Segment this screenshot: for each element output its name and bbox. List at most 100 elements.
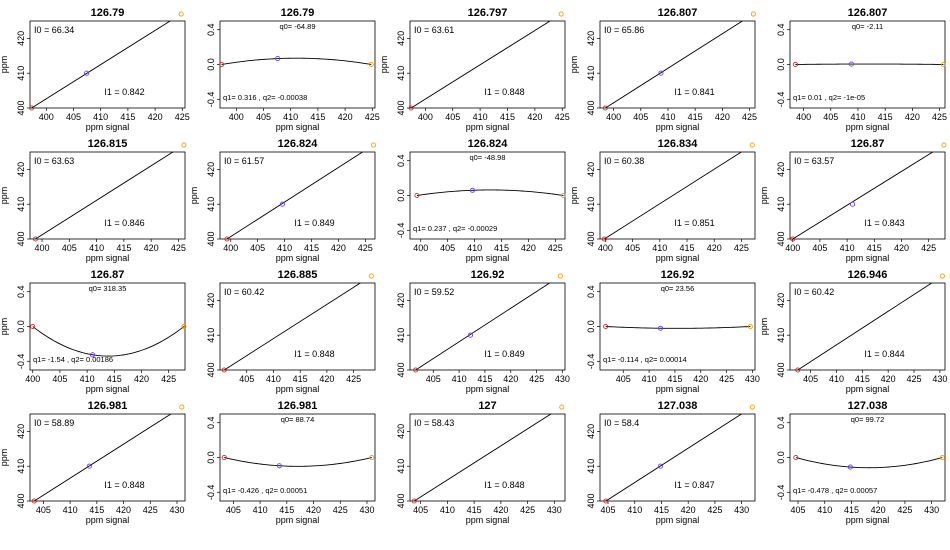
y-tick-label: 400 (396, 493, 406, 508)
x-tick-label: 410 (266, 374, 281, 384)
x-axis-label: ppm signal (466, 253, 510, 263)
y-tick-label: 420 (16, 424, 26, 439)
x-tick-label: 405 (812, 243, 827, 253)
y-tick-label: 0.0 (776, 58, 786, 71)
x-tick-label: 410 (283, 112, 298, 122)
x-axis-label: ppm signal (86, 253, 130, 263)
x-tick-label: 420 (715, 112, 730, 122)
y-axis-label: ppm (0, 449, 9, 467)
y-tick-label: 420 (586, 31, 596, 46)
x-tick-label: 425 (333, 505, 348, 515)
x-tick-label: 425 (932, 112, 947, 122)
x-axis-label: ppm signal (846, 253, 890, 263)
x-tick-label: 405 (66, 112, 81, 122)
y-axis-label: ppm (570, 56, 579, 74)
x-tick-label: 420 (116, 505, 131, 515)
y-tick-label: -0.4 (206, 92, 216, 108)
y-tick-label: 410 (776, 328, 786, 343)
x-tick-label: 405 (823, 112, 838, 122)
last-point (368, 273, 374, 279)
x-tick-label: 420 (148, 112, 163, 122)
x-tick-label: 425 (719, 374, 734, 384)
i1-annotation: I1 = 0.844 (864, 349, 904, 359)
y-tick-label: 410 (16, 197, 26, 212)
mid-point (467, 332, 473, 338)
y-tick-label: 0.0 (586, 320, 596, 333)
y-tick-label: 0.0 (776, 451, 786, 464)
panel-title: 126.981 (278, 400, 318, 412)
mid-point (469, 187, 475, 193)
panel-8: 126.824 400 405 410 415 420 425 -0.4 0.0 0.4 ppm s… (396, 138, 566, 263)
x-tick-label: 415 (688, 112, 703, 122)
x-tick-label: 405 (226, 505, 241, 515)
fit-line (416, 189, 564, 196)
y-axis-label: ppm (190, 187, 199, 205)
panel-title: 126.79 (91, 7, 125, 19)
mid-point (86, 463, 92, 469)
x-tick-label: 405 (413, 505, 428, 515)
x-tick-label: 425 (529, 374, 544, 384)
fit-line (224, 457, 372, 467)
x-tick-label: 400 (39, 112, 54, 122)
fit-line (791, 152, 934, 239)
first-point (30, 323, 36, 330)
x-axis-label: ppm signal (276, 122, 320, 132)
x-tick-label: 410 (452, 374, 467, 384)
plot-frame (219, 151, 376, 240)
y-tick-label: 420 (206, 293, 216, 308)
y-tick-label: 0.4 (776, 416, 786, 429)
last-point (941, 142, 947, 148)
x-tick-label: 410 (93, 112, 108, 122)
panel-11: 126.87 400 405 410 415 420 425 -0.4 0.0 0.4 ppm si… (0, 269, 187, 394)
last-point (558, 11, 564, 17)
x-axis-label: ppm signal (86, 515, 130, 525)
x-tick-label: 410 (660, 112, 675, 122)
last-point (939, 454, 945, 461)
y-tick-label: 0.4 (396, 154, 406, 167)
i0-annotation: I0 = 66.34 (34, 25, 74, 35)
q1-q2-annotation: q1= -0.426 , q2= 0.00051 (223, 486, 307, 495)
x-tick-label: 425 (175, 112, 190, 122)
mid-point (89, 352, 96, 358)
i0-annotation: I0 = 65.86 (604, 25, 644, 35)
x-tick-label: 415 (477, 374, 492, 384)
y-tick-label: 420 (586, 162, 596, 177)
x-tick-label: 405 (633, 112, 648, 122)
x-tick-label: 425 (143, 505, 158, 515)
fit-line (221, 57, 372, 65)
plot-frame (599, 20, 756, 109)
y-axis-label: ppm (760, 318, 769, 336)
i0-annotation: I0 = 63.57 (794, 156, 834, 166)
y-tick-label: 420 (16, 162, 26, 177)
panel-title: 126.815 (88, 138, 128, 150)
i1-annotation: I1 = 0.848 (484, 480, 524, 490)
panel-title: 126.87 (851, 138, 885, 150)
x-tick-label: 410 (840, 243, 855, 253)
x-tick-label: 420 (894, 243, 909, 253)
plot-frame (409, 20, 566, 109)
y-tick-label: 0.4 (586, 285, 596, 298)
last-point (369, 454, 375, 461)
x-tick-label: 415 (878, 112, 893, 122)
x-tick-label: 425 (548, 243, 563, 253)
x-tick-label: 420 (134, 374, 149, 384)
x-axis-label: ppm signal (846, 122, 890, 132)
panel-7: 126.824 400 405 410 415 420 425 400 410 420 ppm si… (190, 138, 376, 263)
x-tick-label: 425 (520, 505, 535, 515)
x-tick-label: 410 (850, 112, 865, 122)
x-tick-label: 425 (707, 505, 722, 515)
x-tick-label: 430 (924, 505, 939, 515)
panel-title: 127 (478, 400, 496, 412)
last-point (939, 273, 945, 279)
first-point (408, 105, 414, 111)
x-tick-label: 410 (829, 374, 844, 384)
x-tick-label: 425 (897, 505, 912, 515)
first-point (795, 367, 801, 373)
x-tick-label: 405 (62, 243, 77, 253)
i1-annotation: I1 = 0.849 (484, 349, 524, 359)
x-tick-label: 430 (745, 374, 760, 384)
x-tick-label: 420 (503, 374, 518, 384)
last-point (749, 404, 755, 410)
panel-title: 126.824 (278, 138, 319, 150)
